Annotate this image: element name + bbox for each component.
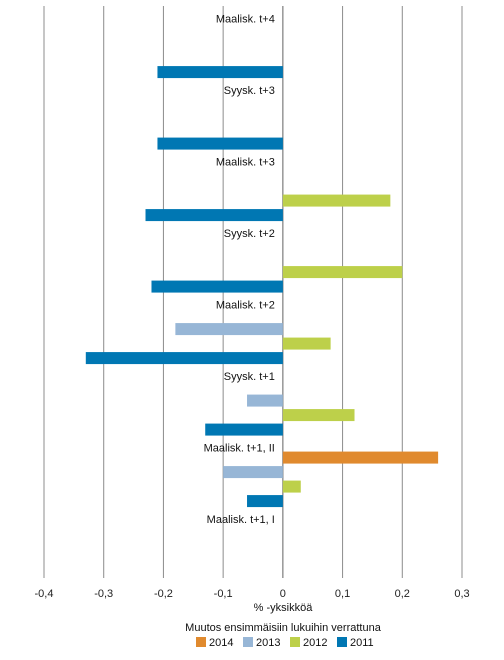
category-label: Maalisk. t+3 — [216, 157, 275, 169]
legend-label-2012: 2012 — [303, 637, 327, 649]
bar-2011 — [157, 66, 283, 79]
category-labels: Maalisk. t+4 Syysk. t+3 Maalisk. t+3 Syysk.… — [204, 14, 275, 527]
legend: 2014 2013 2012 2011 — [196, 637, 374, 649]
x-tick-label: 0 — [280, 588, 286, 600]
legend-label-2013: 2013 — [256, 637, 280, 649]
legend-swatch-2013 — [243, 637, 253, 647]
legend-label-2011: 2011 — [350, 637, 374, 649]
x-tick-label: -0,3 — [94, 588, 113, 600]
bar-2013 — [247, 394, 283, 407]
category-label: Syysk. t+3 — [224, 85, 275, 97]
category-label: Maalisk. t+2 — [216, 300, 275, 312]
legend-swatch-2011 — [337, 637, 347, 647]
bar-2011 — [151, 280, 283, 293]
bar-2011 — [205, 423, 283, 436]
bar-2011 — [247, 495, 283, 508]
bar-2012 — [282, 337, 331, 350]
x-axis-title: % -yksikköä — [254, 602, 314, 614]
x-tick-label: 0,2 — [395, 588, 410, 600]
bar-2012 — [282, 266, 403, 279]
bar-2012 — [282, 194, 391, 207]
bar-2013 — [223, 466, 283, 479]
x-tick-label: -0,1 — [214, 588, 233, 600]
x-tick-label: -0,4 — [35, 588, 54, 600]
category-label: Syysk. t+1 — [224, 371, 275, 383]
chart-subtitle: Muutos ensimmäisiin lukuihin verrattuna — [185, 622, 382, 634]
x-tick-labels: -0,4 -0,3 -0,2 -0,1 0 0,1 0,2 0,3 — [35, 588, 470, 600]
legend-swatch-2012 — [290, 637, 300, 647]
category-label: Syysk. t+2 — [224, 228, 275, 240]
legend-swatch-2014 — [196, 637, 206, 647]
x-tick-label: 0,3 — [454, 588, 469, 600]
bar-2012 — [282, 409, 355, 422]
x-tick-label: 0,1 — [335, 588, 350, 600]
bar-2012 — [282, 480, 301, 493]
category-label: Maalisk. t+1, II — [204, 443, 275, 455]
bar-2011 — [145, 209, 283, 222]
legend-label-2014: 2014 — [209, 637, 233, 649]
x-tick-label: -0,2 — [154, 588, 173, 600]
bar-2013 — [175, 323, 283, 336]
category-label: Maalisk. t+1, I — [207, 514, 275, 526]
bar-2014 — [282, 451, 439, 464]
bar-2011 — [85, 352, 283, 365]
bars — [85, 66, 439, 508]
category-label: Maalisk. t+4 — [216, 14, 275, 26]
bar-2011 — [157, 137, 283, 150]
